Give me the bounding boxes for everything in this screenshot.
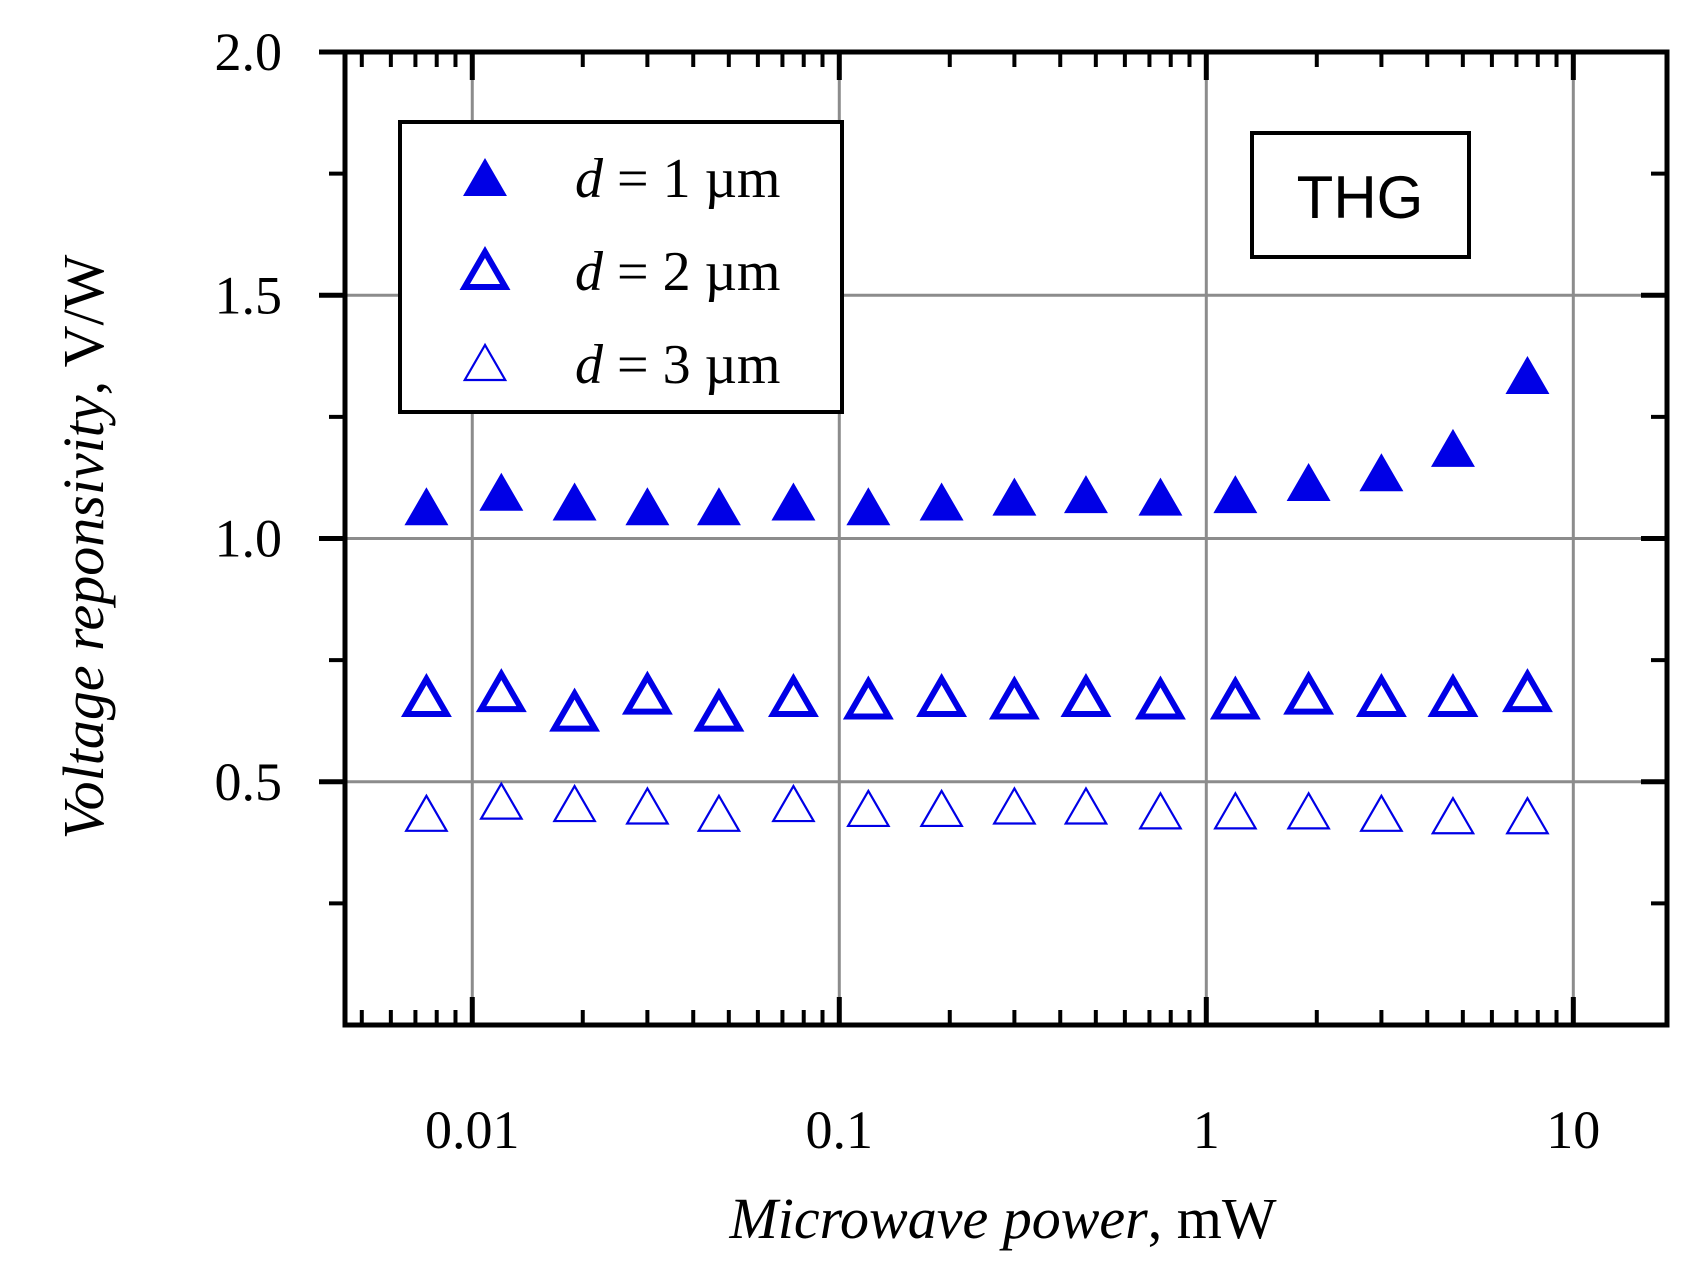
point-series-1-12 [1286,462,1331,501]
point-series-2-0 [400,673,452,718]
legend-label-1: d = 1 µm [575,148,780,210]
point-series-3-5 [771,783,816,823]
point-series-2-3 [621,670,673,715]
point-series-2-5 [767,673,819,718]
point-series-1-7 [919,482,964,521]
data-points [400,355,1553,835]
point-series-3-1 [479,781,524,820]
point-series-2-12 [1283,670,1335,715]
y-tick-label-3: 2.0 [215,22,283,82]
point-series-3-3 [625,786,670,825]
y-tick-label-2: 1.5 [215,265,283,325]
point-series-3-8 [992,786,1037,825]
point-series-2-9 [1060,673,1112,718]
legend-marker-1 [463,158,507,196]
point-series-3-12 [1286,791,1331,830]
point-series-1-14 [1430,428,1475,467]
point-series-2-14 [1427,673,1479,718]
legend: d = 1 µm d = 2 µm d = 3 µm [398,120,844,414]
major-ticks [319,49,1667,1025]
point-series-3-4 [696,793,742,832]
legend-marker-2 [459,246,511,290]
point-series-1-15 [1505,355,1550,394]
x-axis-title: Microwave power, mW [728,1186,1276,1251]
x-tick-label-2: 1 [1193,1100,1220,1160]
point-series-1-8 [992,477,1037,516]
point-series-1-0 [404,487,449,526]
point-series-1-4 [696,487,741,526]
annotation-box: THG [1250,131,1471,259]
point-series-1-9 [1063,475,1108,514]
annotation-label: THG [1297,164,1424,231]
legend-markers [459,158,511,382]
point-series-3-10 [1138,791,1183,830]
legend-marker-3 [462,342,508,382]
point-series-2-7 [916,673,968,718]
point-series-2-13 [1355,673,1407,718]
point-series-1-13 [1359,453,1404,492]
y-axis-title: Voltage reponsivity, V/W [51,254,116,839]
y-tick-label-0: 0.5 [215,752,283,812]
point-series-3-7 [919,788,964,828]
legend-label-2: d = 2 µm [575,241,780,303]
point-series-2-4 [693,687,745,732]
point-series-1-2 [552,482,597,521]
legend-label-3: d = 3 µm [575,334,780,396]
point-series-1-11 [1213,475,1258,514]
point-series-3-15 [1505,796,1550,835]
point-series-2-11 [1209,675,1261,720]
point-series-3-11 [1213,791,1258,830]
point-series-2-10 [1135,675,1186,720]
point-series-3-9 [1063,786,1109,825]
x-tick-label-0: 0.01 [425,1100,520,1160]
annotation-frame [1250,131,1471,259]
point-series-1-1 [479,472,524,511]
plot-frame [342,49,1670,1028]
x-tick-labels: 0.01 0.1 1 10 [425,1100,1600,1160]
point-series-2-1 [475,668,527,713]
point-series-3-14 [1430,796,1476,835]
point-series-2-8 [988,675,1040,720]
x-tick-label-3: 10 [1546,1100,1600,1160]
y-tick-labels: 0.5 1.0 1.5 2.0 [215,22,283,812]
point-series-3-2 [552,783,597,823]
point-series-1-5 [771,482,816,521]
point-series-2-6 [842,675,894,720]
point-series-2-2 [549,687,601,732]
y-tick-label-1: 1.0 [215,509,283,569]
point-series-3-0 [404,793,449,832]
point-series-1-3 [625,487,670,526]
point-series-1-6 [846,487,891,526]
point-series-2-15 [1502,668,1553,713]
point-series-1-10 [1138,477,1183,516]
point-series-3-6 [846,788,891,828]
point-series-3-13 [1359,793,1404,832]
x-tick-label-1: 0.1 [806,1100,874,1160]
